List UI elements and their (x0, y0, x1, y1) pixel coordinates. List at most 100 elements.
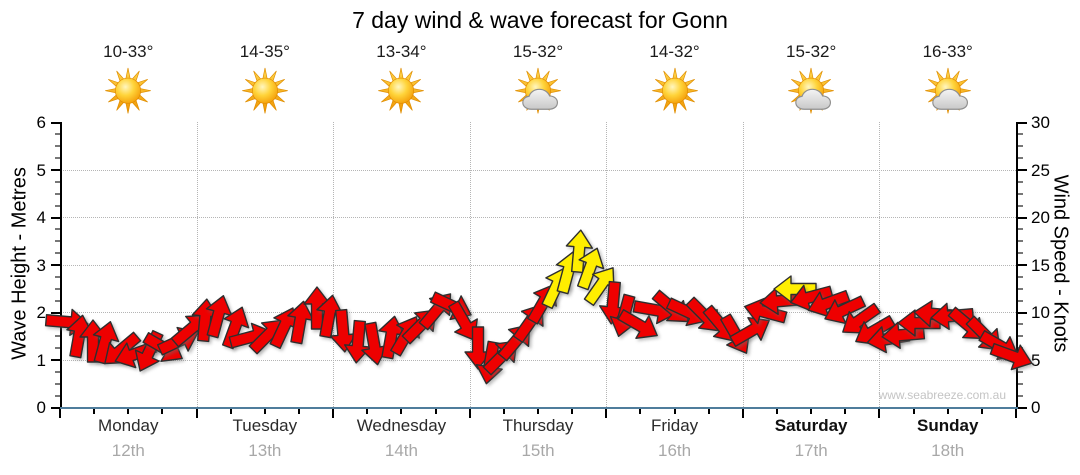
wind-arrow (565, 229, 593, 274)
day-name-label: Friday (650, 416, 699, 435)
left-minor-tick (55, 287, 60, 290)
left-major-tick (51, 169, 60, 171)
v-gridline (469, 122, 471, 407)
wave-height-tick-label: 6 (36, 113, 46, 132)
left-major-tick (51, 121, 60, 124)
right-minor-tick (1018, 145, 1023, 148)
h-gridline (60, 359, 1016, 361)
wind-speed-tick-label: 30 (1031, 113, 1050, 132)
left-major-tick (51, 406, 60, 409)
right-minor-tick (1018, 287, 1023, 290)
left-major-tick (51, 264, 60, 266)
v-gridline (606, 122, 608, 407)
temperature-range: 16-33° (922, 42, 973, 61)
left-minor-tick (55, 382, 60, 385)
x-axis-tick (263, 409, 266, 414)
wave-height-tick-label: 5 (36, 160, 46, 180)
day-date-label: 18th (931, 441, 965, 460)
h-gridline (60, 264, 1016, 266)
left-minor-tick (55, 180, 60, 183)
x-axis-tick (127, 409, 130, 414)
x-axis-tick (741, 409, 744, 418)
left-axis-line (60, 122, 62, 407)
day-date-label: 12th (111, 441, 145, 460)
day-name-label: Wednesday (356, 416, 447, 435)
x-axis-tick (776, 409, 778, 414)
partly-cloudy-icon (788, 67, 834, 114)
wind-arrow (221, 306, 250, 350)
right-minor-tick (1018, 335, 1023, 338)
left-major-tick (51, 311, 60, 314)
left-minor-tick (55, 145, 60, 148)
day-date-label: 14th (384, 441, 418, 460)
v-gridline (333, 122, 335, 407)
left-minor-tick (55, 394, 60, 397)
wave-height-tick-label: 4 (36, 208, 46, 227)
x-axis-tick (93, 409, 96, 414)
wave-height-tick-label: 3 (36, 255, 46, 275)
wind-arrow (989, 342, 1033, 370)
bottom-axis-line (60, 407, 1018, 409)
left-minor-tick (55, 347, 60, 350)
h-gridline (60, 217, 1016, 218)
wind-speed-tick-label: 5 (1031, 350, 1041, 370)
x-axis-tick (980, 409, 983, 414)
left-minor-tick (55, 370, 60, 373)
sunny-icon (241, 67, 288, 114)
right-axis-line (1016, 122, 1018, 407)
right-major-tick (1018, 264, 1027, 266)
right-minor-tick (1018, 133, 1023, 136)
x-axis-tick (878, 409, 881, 418)
right-minor-tick (1018, 382, 1023, 385)
x-axis-tick (468, 409, 471, 418)
left-minor-tick (55, 228, 60, 231)
right-minor-tick (1018, 299, 1023, 302)
v-gridline (742, 122, 744, 407)
x-axis-tick (673, 409, 676, 414)
right-minor-tick (1018, 157, 1023, 160)
right-minor-tick (1018, 228, 1023, 231)
right-major-tick (1018, 121, 1027, 124)
sunny-icon (105, 67, 152, 114)
x-axis-tick (639, 409, 642, 414)
left-minor-tick (55, 157, 60, 160)
wind-arrow (729, 317, 770, 347)
x-axis-tick (707, 409, 710, 414)
x-axis-tick (229, 409, 232, 414)
x-axis-tick (195, 409, 198, 418)
right-minor-tick (1018, 240, 1023, 243)
day-date-label: 13th (248, 441, 282, 460)
left-minor-tick (55, 204, 60, 207)
x-axis-tick (571, 409, 574, 414)
right-minor-tick (1018, 323, 1023, 326)
v-gridline (196, 122, 198, 407)
left-minor-tick (55, 192, 60, 195)
wave-height-tick-label: 2 (36, 303, 46, 322)
x-axis-tick (810, 409, 813, 414)
wave-height-tick-label: 1 (36, 350, 46, 370)
day-name-label: Thursday (502, 416, 574, 435)
wind-speed-tick-label: 25 (1031, 160, 1050, 180)
x-axis-tick (844, 409, 847, 414)
wind-arrow (617, 309, 658, 340)
x-axis-tick (605, 409, 608, 418)
x-axis-tick (332, 409, 335, 418)
right-minor-tick (1018, 370, 1023, 373)
wind-speed-tick-label: 0 (1031, 398, 1041, 417)
left-major-tick (51, 216, 60, 219)
right-major-tick (1018, 311, 1027, 314)
left-minor-tick (55, 240, 60, 243)
right-major-tick (1018, 406, 1027, 409)
right-minor-tick (1018, 252, 1023, 255)
x-axis-tick (400, 409, 403, 414)
temperature-range: 15-32° (786, 42, 837, 61)
temperature-range: 15-32° (512, 42, 564, 61)
wind-speed-tick-label: 20 (1031, 208, 1050, 227)
right-minor-tick (1018, 275, 1023, 278)
x-axis-tick (1015, 409, 1017, 418)
temperature-range: 10-33° (103, 42, 154, 61)
wind-arrow (824, 295, 866, 325)
right-minor-tick (1018, 394, 1023, 397)
left-minor-tick (55, 335, 60, 338)
partly-cloudy-icon (515, 67, 561, 114)
